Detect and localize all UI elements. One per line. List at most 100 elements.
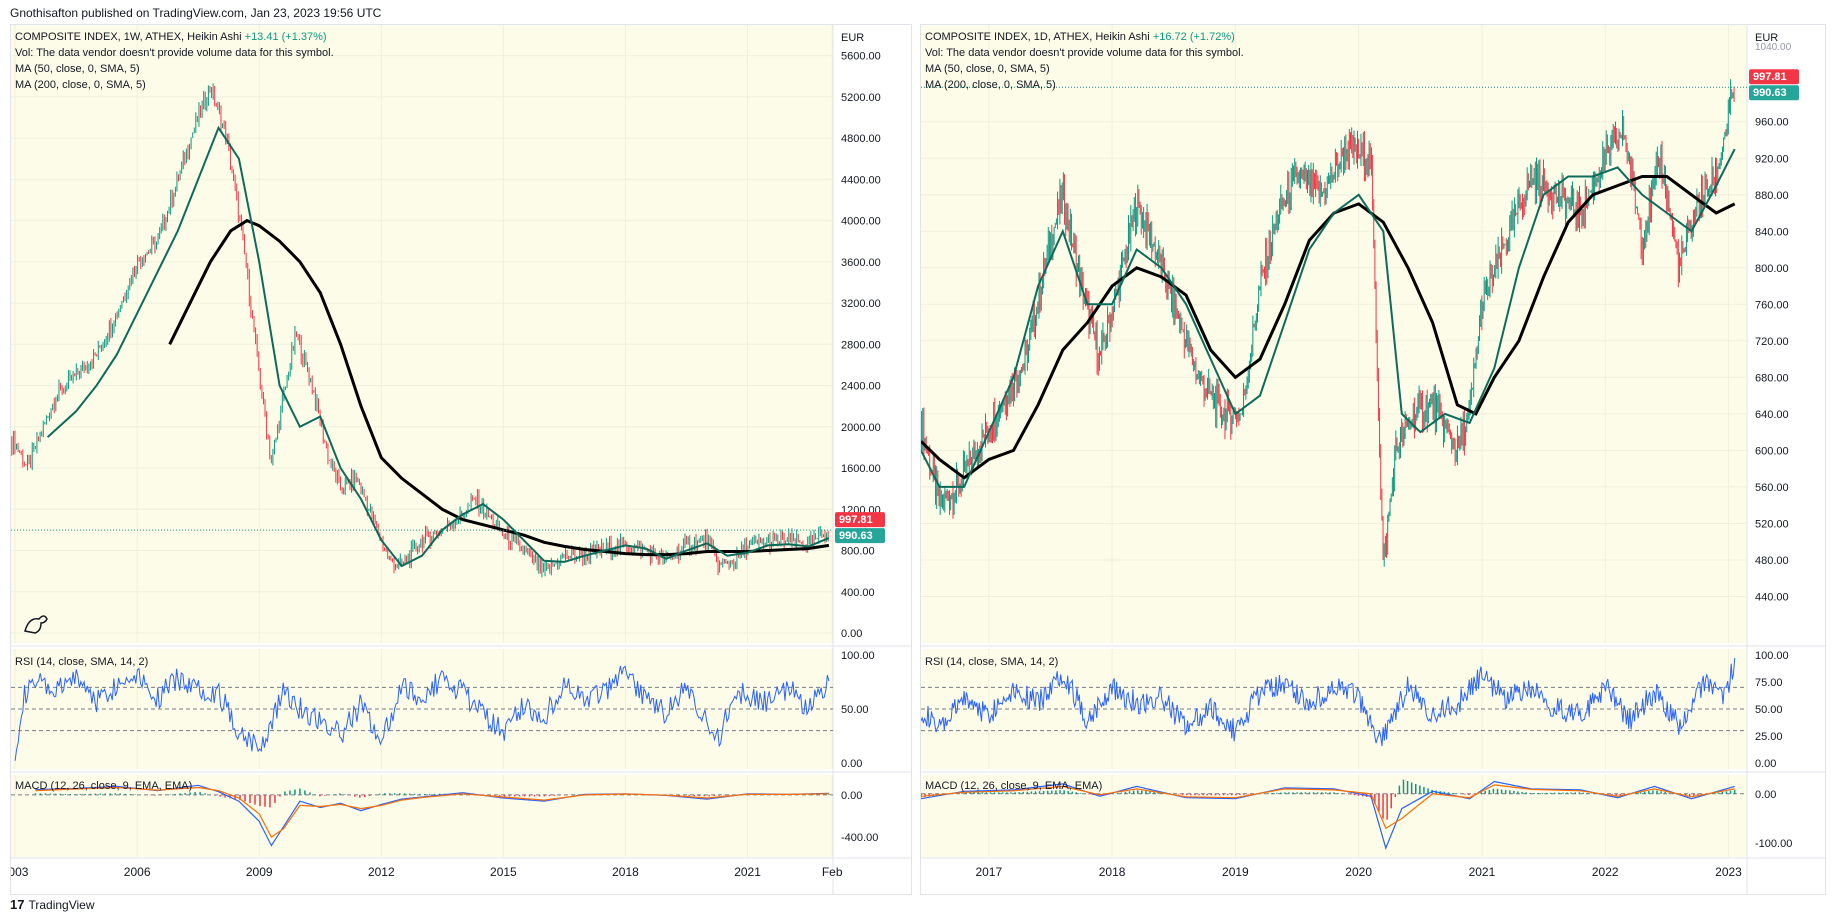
footer: 17 TradingView — [10, 897, 95, 912]
legend-ma200: MA (200, close, 0, SMA, 5) — [925, 79, 1056, 91]
daily-rsi-tick-label: 75.00 — [1755, 677, 1783, 689]
weekly-ma200-line — [168, 218, 830, 557]
daily-price-tick-label: 560.00 — [1755, 482, 1789, 494]
dino-icon — [24, 615, 48, 634]
legend-weekly: COMPOSITE INDEX, 1W, ATHEX, Heikin Ashi … — [15, 29, 334, 93]
weekly-time-tick-label: 2012 — [368, 865, 395, 879]
daily-time-tick-label: 2021 — [1469, 865, 1496, 879]
weekly-price-tick-label: 3600.00 — [841, 257, 881, 269]
daily-price-tick-label: 840.00 — [1755, 226, 1789, 238]
daily-price-tick-label: 480.00 — [1755, 555, 1789, 567]
daily-rsi-label: RSI (14, close, SMA, 14, 2) — [925, 656, 1058, 668]
weekly-price-tick-label: 2000.00 — [841, 422, 881, 434]
daily-price-tick-partial: 1040.00 — [1755, 42, 1792, 53]
daily-ma-price-label: 990.63 — [1753, 87, 1787, 99]
legend-change: +13.41 (+1.37%) — [244, 31, 327, 43]
daily-time-tick-label: 2017 — [975, 865, 1002, 879]
weekly-rsi-label: RSI (14, close, SMA, 14, 2) — [15, 656, 148, 668]
daily-macd-label: MACD (12, 26, close, 9, EMA, EMA) — [925, 780, 1102, 792]
chart-daily[interactable]: 960.00 920.00 880.00 840.00 800.00 760.00 720.… — [919, 24, 1826, 895]
weekly-time-tick-label: 2021 — [734, 865, 761, 879]
weekly-time-tick-label: Feb — [822, 865, 843, 879]
daily-macd-tick-label: 0.00 — [1755, 789, 1776, 801]
weekly-price-tick-label: 5600.00 — [841, 51, 881, 63]
daily-price-tick-label: 800.00 — [1755, 263, 1789, 275]
chart-daily-svg[interactable]: 960.00 920.00 880.00 840.00 800.00 760.00 720.… — [919, 25, 1825, 894]
weekly-price-tick-label: 3200.00 — [841, 298, 881, 310]
daily-time-tick-label: 2018 — [1099, 865, 1126, 879]
daily-price-pane — [921, 25, 1747, 643]
daily-last-price-badge — [1749, 69, 1799, 85]
daily-rsi-tick-label: 50.00 — [1755, 704, 1783, 716]
weekly-ma-price-badge — [835, 528, 885, 544]
legend-ma50: MA (50, close, 0, SMA, 5) — [15, 63, 140, 75]
weekly-rsi-tick-label: 0.00 — [841, 758, 862, 770]
weekly-price-tick-label: 2400.00 — [841, 381, 881, 393]
daily-price-tick-label: 760.00 — [1755, 299, 1789, 311]
legend-ma50: MA (50, close, 0, SMA, 5) — [925, 63, 1050, 75]
chart-weekly[interactable]: 5600.00 5200.00 4800.00 4400.00 4000.00 3600.… — [2, 24, 912, 895]
legend-change: +16.72 (+1.72%) — [1152, 31, 1235, 43]
weekly-price-tick-label: 4800.00 — [841, 133, 881, 145]
weekly-price-tick-label: 5200.00 — [841, 92, 881, 104]
weekly-macd-signal-line — [35, 786, 829, 838]
daily-price-tick-label: 960.00 — [1755, 117, 1789, 129]
chart-weekly-svg[interactable]: 5600.00 5200.00 4800.00 4400.00 4000.00 3600.… — [2, 25, 911, 894]
daily-rsi-tick-label: 100.00 — [1755, 650, 1789, 662]
weekly-ma-price-label: 990.63 — [839, 530, 873, 542]
weekly-macd-pane — [11, 775, 833, 857]
weekly-price-tick-label: 2800.00 — [841, 339, 881, 351]
weekly-currency-label: EUR — [841, 32, 864, 44]
weekly-time-tick-label: 2015 — [490, 865, 517, 879]
daily-rsi-tick-label: 0.00 — [1755, 758, 1776, 770]
brand-name: TradingView — [28, 897, 95, 912]
weekly-last-price-label: 997.81 — [839, 514, 873, 526]
legend-title: COMPOSITE INDEX, 1W, ATHEX, Heikin Ashi — [15, 31, 242, 43]
daily-price-tick-label: 880.00 — [1755, 190, 1789, 202]
daily-price-tick-label: 720.00 — [1755, 336, 1789, 348]
weekly-rsi-tick-label: 50.00 — [841, 704, 869, 716]
legend-vol-note: Vol: The data vendor doesn't provide vol… — [15, 47, 334, 59]
daily-price-tick-label: 600.00 — [1755, 445, 1789, 457]
weekly-price-tick-label: 4400.00 — [841, 174, 881, 186]
daily-price-tick-label: 520.00 — [1755, 518, 1789, 530]
daily-macd-tick-label: -100.00 — [1755, 838, 1792, 850]
weekly-macd-label: MACD (12, 26, close, 9, EMA, EMA) — [15, 780, 192, 792]
weekly-rsi-tick-label: 100.00 — [841, 650, 875, 662]
tradingview-logo-icon: 17 — [10, 897, 25, 912]
weekly-time-tick-label: 2018 — [612, 865, 639, 879]
daily-time-tick-label: 2022 — [1592, 865, 1619, 879]
publish-info: Gnothisafton published on TradingView.co… — [10, 6, 382, 20]
legend-vol-note: Vol: The data vendor doesn't provide vol… — [925, 47, 1244, 59]
weekly-price-tick-label: 800.00 — [841, 546, 875, 558]
daily-ma-price-badge — [1749, 85, 1799, 101]
weekly-time-tick-label: 2006 — [124, 865, 151, 879]
daily-macd-signal-line — [920, 784, 1735, 830]
weekly-last-price-badge — [835, 512, 885, 528]
weekly-rsi-line — [14, 665, 830, 761]
weekly-time-tick-label: 2003 — [11, 865, 29, 879]
weekly-time-tick-label: 2009 — [246, 865, 273, 879]
daily-rsi-tick-label: 25.00 — [1755, 731, 1783, 743]
daily-time-tick-label: 2023 — [1715, 865, 1742, 879]
daily-last-price-label: 997.81 — [1753, 71, 1787, 83]
weekly-price-tick-label: 400.00 — [841, 587, 875, 599]
daily-currency-label: EUR — [1755, 32, 1778, 44]
daily-time-tick-label: 2019 — [1222, 865, 1249, 879]
daily-price-tick-label: 440.00 — [1755, 591, 1789, 603]
weekly-macd-tick-label: -400.00 — [841, 832, 878, 844]
legend-title: COMPOSITE INDEX, 1D, ATHEX, Heikin Ashi — [925, 31, 1150, 43]
legend-daily: COMPOSITE INDEX, 1D, ATHEX, Heikin Ashi … — [925, 29, 1244, 93]
weekly-price-tick-label: 0.00 — [841, 628, 862, 640]
daily-time-tick-label: 2020 — [1345, 865, 1372, 879]
weekly-macd-tick-label: 0.00 — [841, 790, 862, 802]
daily-ma50-line — [920, 148, 1736, 488]
daily-price-tick-label: 680.00 — [1755, 372, 1789, 384]
legend-ma200: MA (200, close, 0, SMA, 5) — [15, 79, 146, 91]
weekly-price-tick-label: 4000.00 — [841, 216, 881, 228]
weekly-price-tick-label: 1600.00 — [841, 463, 881, 475]
daily-price-tick-label: 640.00 — [1755, 409, 1789, 421]
daily-price-tick-label: 920.00 — [1755, 153, 1789, 165]
weekly-ma50-line — [46, 125, 830, 568]
daily-rsi-line — [920, 657, 1736, 747]
